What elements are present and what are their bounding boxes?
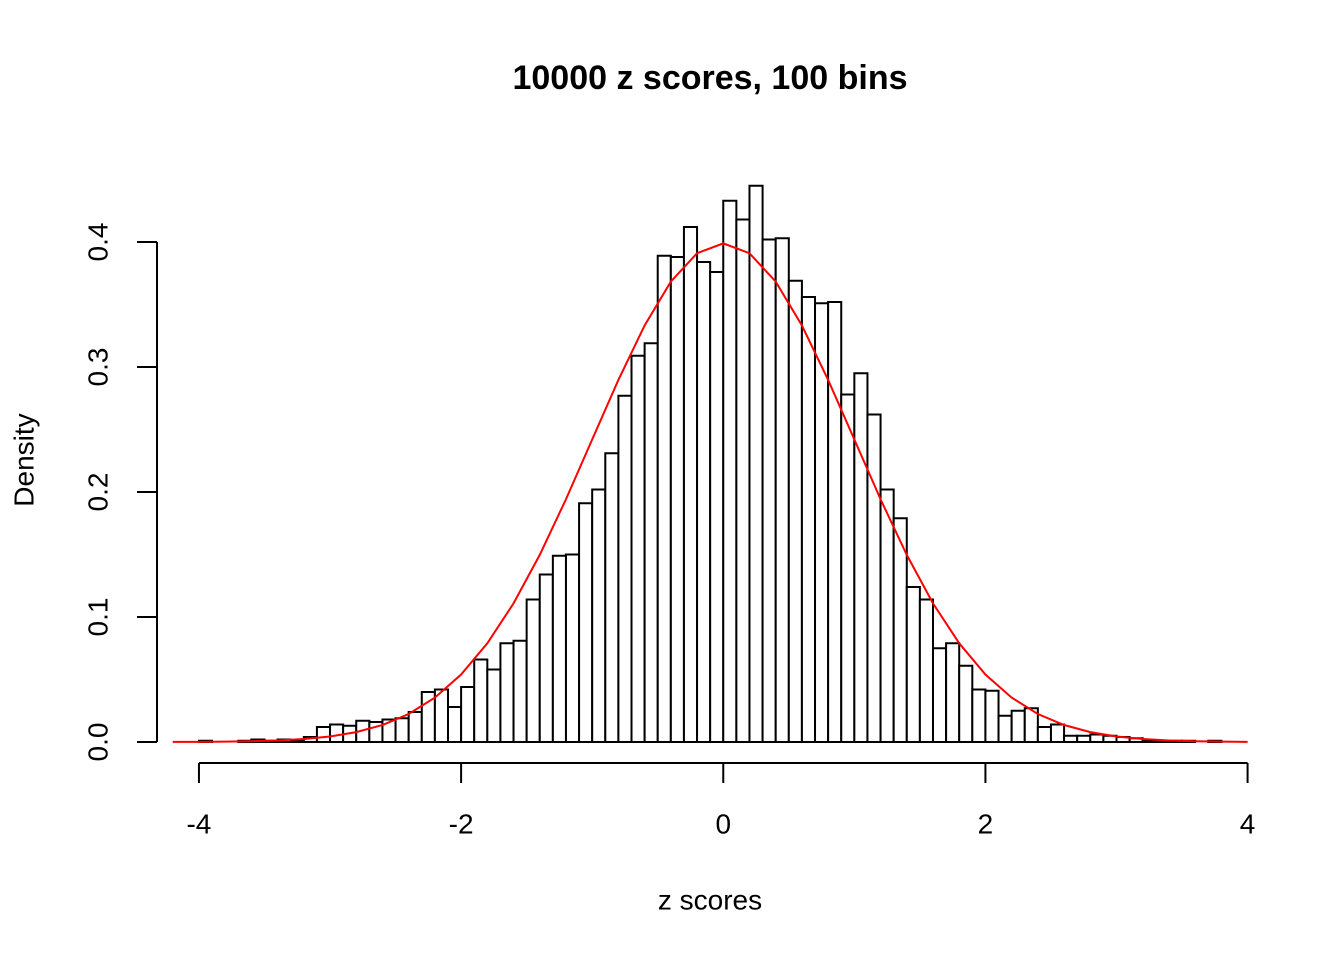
- density-curve: [172, 242, 1248, 743]
- bar: [486, 668, 502, 743]
- bar: [1049, 723, 1066, 743]
- bar: [473, 658, 489, 743]
- bar: [446, 706, 463, 743]
- bar: [696, 261, 712, 743]
- y-tick-label: 0.0: [82, 723, 113, 762]
- x-tick-label: 0: [715, 808, 731, 839]
- bar: [407, 711, 423, 743]
- bar: [722, 199, 738, 743]
- chart-title: 10000 z scores, 100 bins: [512, 59, 907, 97]
- bar: [1089, 733, 1105, 743]
- bar: [853, 372, 869, 743]
- bar: [538, 573, 554, 743]
- bar: [918, 598, 934, 743]
- bar: [617, 394, 633, 743]
- bar: [643, 342, 659, 743]
- bar: [630, 354, 646, 743]
- bar: [669, 256, 685, 743]
- bar: [578, 502, 594, 743]
- y-axis-label: Density: [8, 413, 39, 506]
- bar: [289, 739, 305, 743]
- bar: [1063, 734, 1079, 743]
- y-tick-label: 0.2: [82, 473, 113, 512]
- bar: [394, 717, 410, 743]
- x-tick-label: -4: [186, 808, 211, 839]
- bar: [525, 598, 541, 743]
- bar: [814, 302, 830, 743]
- bar: [604, 452, 620, 743]
- y-tick-label: 0.4: [82, 223, 113, 262]
- bar: [931, 647, 948, 743]
- bar: [682, 226, 699, 743]
- bar: [329, 723, 345, 743]
- bar: [984, 689, 1000, 743]
- bar: [1023, 707, 1039, 743]
- bar: [958, 664, 974, 743]
- bar: [1141, 739, 1157, 743]
- bar: [551, 554, 567, 743]
- bar: [840, 393, 856, 743]
- bar: [997, 714, 1013, 743]
- bar: [709, 271, 725, 743]
- bar: [315, 726, 332, 743]
- bar: [774, 237, 790, 743]
- bar: [866, 413, 882, 743]
- bar: [512, 639, 528, 743]
- bar: [800, 296, 817, 743]
- x-tick-label: -2: [449, 808, 474, 839]
- bar: [827, 301, 843, 743]
- bar: [971, 688, 987, 743]
- bar: [1036, 726, 1052, 743]
- bar: [460, 686, 476, 743]
- bar: [591, 488, 607, 743]
- bar: [499, 642, 515, 743]
- bar: [735, 218, 751, 743]
- bar: [564, 553, 581, 743]
- bar: [787, 279, 803, 743]
- bar: [905, 586, 921, 743]
- x-axis-label: z scores: [658, 884, 762, 915]
- bar: [879, 488, 895, 743]
- bar: [748, 184, 764, 743]
- x-tick-label: 4: [1240, 808, 1256, 839]
- x-tick-label: 2: [978, 808, 994, 839]
- y-tick-label: 0.1: [82, 598, 113, 637]
- bar: [433, 688, 449, 743]
- bar: [945, 642, 961, 743]
- bar: [1076, 734, 1092, 743]
- bar: [656, 254, 672, 743]
- bar: [1010, 709, 1026, 743]
- bar: [761, 238, 777, 743]
- y-tick-label: 0.3: [82, 348, 113, 387]
